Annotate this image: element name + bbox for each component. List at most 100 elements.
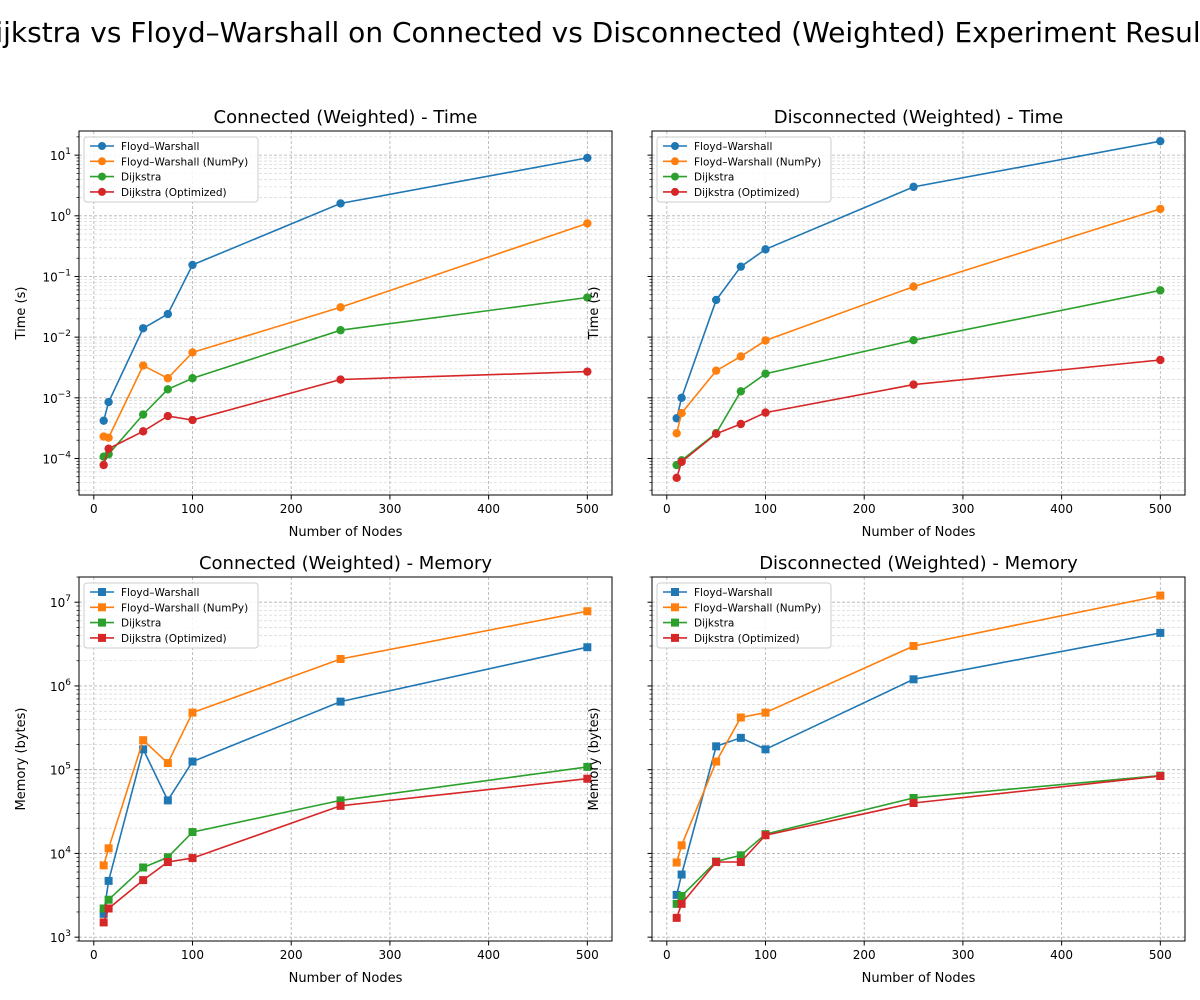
series-2 <box>99 607 592 870</box>
data-point <box>677 393 686 403</box>
legend-label: Dijkstra (Optimized) <box>694 633 800 645</box>
series-3 <box>672 771 1165 908</box>
subplot-4: 0 100 200 300 400 500 Disconnected (Weighted) … <box>587 553 1186 986</box>
grid <box>79 576 612 942</box>
data-point <box>139 745 148 754</box>
series-line <box>103 222 588 439</box>
legend-entry: Dijkstra (Optimized) <box>663 633 800 645</box>
data-point <box>736 352 746 361</box>
data-point <box>736 713 745 722</box>
data-point <box>1156 591 1165 600</box>
data-point <box>761 369 770 378</box>
series-3 <box>99 762 592 913</box>
data-point <box>163 853 172 862</box>
data-point <box>583 607 592 616</box>
legend-label: Dijkstra <box>694 618 734 630</box>
data-point <box>188 260 197 270</box>
legend-marker <box>671 142 679 150</box>
x-tick-label: 200 <box>853 948 876 962</box>
series-3 <box>99 293 592 461</box>
legend-marker <box>671 157 679 166</box>
legend-marker <box>671 187 679 196</box>
legend-label: Floyd–Warshall (NumPy) <box>694 602 821 614</box>
legend-entry: Floyd–Warshall (NumPy) <box>663 602 821 614</box>
legend-entry: Floyd–Warshall (NumPy) <box>663 156 821 168</box>
legend-box <box>83 136 259 203</box>
legend-marker <box>98 633 106 642</box>
legend-label: Dijkstra (Optimized) <box>694 187 800 199</box>
legend-label: Dijkstra <box>121 172 161 184</box>
x-tick-label: 200 <box>280 948 303 962</box>
data-point <box>336 199 345 208</box>
legend-entry: Floyd–Warshall (NumPy) <box>90 156 248 168</box>
x-tick-label: 500 <box>576 502 599 516</box>
subplot-3: 0 100 200 300 400 500 103 104 105 106 107 Connected… <box>14 553 613 986</box>
plot-area <box>99 607 592 927</box>
data-point <box>677 457 686 467</box>
grid <box>652 131 1185 495</box>
data-point <box>583 643 592 652</box>
subplot-title: Disconnected (Weighted) - Time <box>774 107 1063 128</box>
x-tick-label: 0 <box>90 502 98 516</box>
data-point <box>336 326 345 335</box>
x-tick-label: 200 <box>853 502 876 516</box>
series-3 <box>672 286 1165 470</box>
data-point <box>188 348 197 357</box>
data-point <box>163 385 173 394</box>
x-tick-label: 500 <box>1149 502 1172 516</box>
legend: Floyd–Warshall Floyd–Warshall (NumPy) Dijk… <box>656 136 832 203</box>
data-point <box>163 858 172 867</box>
data-point <box>188 757 197 766</box>
data-point <box>163 759 172 768</box>
data-point <box>336 697 345 706</box>
x-axis-label: Number of Nodes <box>862 971 976 986</box>
y-tick-label: 107 <box>50 594 71 610</box>
data-point <box>711 429 721 439</box>
legend-entry: Floyd–Warshall <box>663 141 772 153</box>
legend-entry: Floyd–Warshall <box>663 587 772 599</box>
axes-frame <box>651 130 1186 496</box>
series-2 <box>672 204 1165 438</box>
x-tick-label: 0 <box>663 948 671 962</box>
series-line <box>675 632 1161 896</box>
legend-label: Dijkstra (Optimized) <box>121 633 227 645</box>
data-point <box>583 219 592 228</box>
data-point <box>188 374 197 383</box>
y-axis-label: Memory (bytes) <box>587 708 602 811</box>
data-point <box>104 433 113 442</box>
legend-entry: Floyd–Warshall <box>90 587 199 599</box>
y-tick-label: 103 <box>50 929 71 945</box>
x-tick-label: 500 <box>576 948 599 962</box>
x-tick-label: 200 <box>280 502 303 516</box>
data-point <box>163 309 173 319</box>
legend-box <box>83 582 259 649</box>
data-point <box>99 416 108 425</box>
legend-entry: Dijkstra <box>90 172 161 184</box>
data-point <box>1156 204 1165 214</box>
series-line <box>675 359 1161 479</box>
y-tick-label: 105 <box>50 762 71 778</box>
data-point <box>583 774 592 783</box>
data-point <box>104 444 113 453</box>
data-point <box>672 858 681 867</box>
y-axis-label: Time (s) <box>587 287 602 341</box>
x-tick-label: 100 <box>181 948 204 962</box>
data-point <box>336 796 345 805</box>
y-tick-label: 100 <box>50 208 71 224</box>
legend-label: Floyd–Warshall (NumPy) <box>121 602 248 614</box>
legend-box <box>656 136 832 203</box>
legend-entry: Floyd–Warshall <box>90 141 199 153</box>
data-point <box>672 899 681 908</box>
data-point <box>336 654 345 663</box>
data-point <box>909 793 918 802</box>
legend-entry: Dijkstra <box>90 618 161 630</box>
data-point <box>736 858 745 867</box>
y-tick-label: 104 <box>50 845 71 861</box>
y-tick-label: 10−2 <box>42 329 71 345</box>
legend-entry: Dijkstra <box>663 618 734 630</box>
data-point <box>672 473 681 483</box>
subplot-1: 0 100 200 300 400 500 10−4 10−3 10−2 10−1 100 101 Co… <box>14 107 613 540</box>
series-line <box>675 208 1161 434</box>
data-point <box>736 387 746 396</box>
